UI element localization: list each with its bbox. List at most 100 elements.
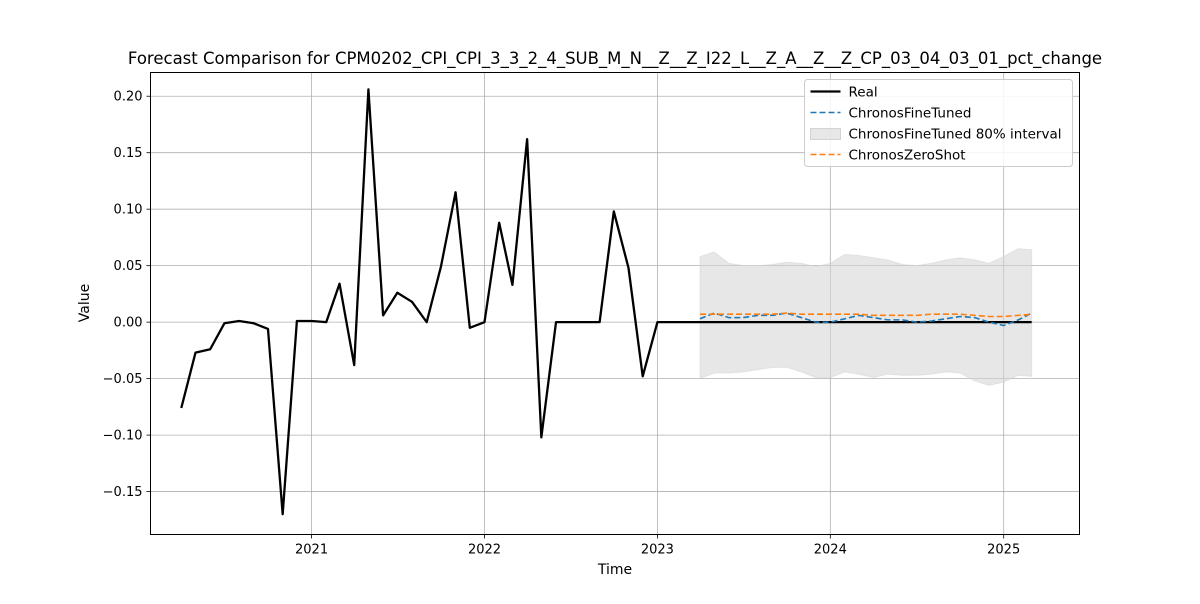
legend: Real ChronosFineTuned ChronosFineTuned 80%… bbox=[804, 79, 1073, 167]
series-chronosfinetuned-point bbox=[829, 321, 831, 323]
series-real-point bbox=[800, 321, 802, 323]
legend-label-chronosfinetuned: ChronosFineTuned bbox=[849, 106, 972, 122]
series-real-point bbox=[353, 364, 355, 366]
series-chronoszeroshot-point bbox=[915, 314, 917, 316]
plot-frame bbox=[150, 72, 1080, 535]
series-real-point bbox=[396, 292, 398, 294]
series-real-point bbox=[1017, 321, 1019, 323]
series-chronoszeroshot-point bbox=[786, 312, 788, 314]
series-chronosfinetuned-point bbox=[945, 318, 947, 320]
x-tick-label: 2021 bbox=[295, 543, 328, 558]
series-chronoszeroshot-point bbox=[1003, 315, 1005, 317]
series-real-point bbox=[338, 283, 340, 285]
legend-label-real: Real bbox=[849, 85, 878, 101]
series-chronoszeroshot-point bbox=[757, 313, 759, 315]
series-chronosfinetuned-point bbox=[742, 316, 744, 318]
series-real-point bbox=[569, 321, 571, 323]
series-chronoszeroshot-point bbox=[945, 313, 947, 315]
series-chronoszeroshot-point bbox=[858, 313, 860, 315]
series-chronoszeroshot-point bbox=[699, 313, 701, 315]
y-tick-label: 0.00 bbox=[114, 316, 143, 331]
series-real-point bbox=[771, 321, 773, 323]
series-chronoszeroshot-point bbox=[829, 313, 831, 315]
chart-title: Forecast Comparison for CPM0202_CPI_CPI_… bbox=[128, 49, 1102, 69]
series-chronoszeroshot-point bbox=[886, 314, 888, 316]
series-real-point bbox=[1030, 321, 1032, 323]
series-real-point bbox=[411, 301, 413, 303]
series-real-line bbox=[180, 88, 1032, 516]
series-real-point bbox=[469, 327, 471, 329]
series-real-point bbox=[671, 321, 673, 323]
series-chronoszeroshot-point bbox=[713, 313, 715, 315]
series-chronoszeroshot-point bbox=[742, 313, 744, 315]
series-chronosfinetuned-point bbox=[1017, 319, 1019, 321]
series-real-point bbox=[325, 321, 327, 323]
y-tick-label: −0.15 bbox=[103, 485, 143, 500]
y-tick-label: 0.10 bbox=[114, 203, 143, 218]
x-tick-label: 2023 bbox=[641, 543, 674, 558]
series-real-point bbox=[656, 321, 658, 323]
series-real-point bbox=[267, 328, 269, 330]
series-real-point bbox=[642, 375, 644, 377]
series-chronosfinetuned-point bbox=[988, 321, 990, 323]
series-chronosfinetuned-point bbox=[800, 316, 802, 318]
series-real-point bbox=[598, 321, 600, 323]
series-real-point bbox=[699, 321, 701, 323]
series-real-point bbox=[454, 191, 456, 193]
series-real-point bbox=[945, 321, 947, 323]
series-chronosfinetuned-line bbox=[699, 312, 1033, 327]
series-chronoszeroshot-point bbox=[728, 313, 730, 315]
y-tick-label: 0.20 bbox=[114, 90, 143, 105]
series-real-point bbox=[858, 321, 860, 323]
series-chronosfinetuned-point bbox=[915, 321, 917, 323]
series-chronoszeroshot-point bbox=[930, 313, 932, 315]
series-real-point bbox=[253, 322, 255, 324]
series-real-point bbox=[728, 321, 730, 323]
y-axis-label: Value bbox=[77, 284, 93, 322]
series-chronosfinetuned-point bbox=[1003, 324, 1005, 326]
series-real-point bbox=[511, 284, 513, 286]
y-axis: −0.15 −0.10 −0.05 0.00 0.05 0.10 0.15 0.20 bbox=[103, 90, 151, 500]
y-tick-label: −0.05 bbox=[103, 372, 143, 387]
series-real-point bbox=[1003, 321, 1005, 323]
series-real-point bbox=[540, 436, 542, 438]
series-chronosfinetuned-point bbox=[974, 316, 976, 318]
series-real-point bbox=[786, 321, 788, 323]
series-chronoszeroshot-point bbox=[814, 313, 816, 315]
series-real-point bbox=[757, 321, 759, 323]
series-real-point bbox=[627, 267, 629, 269]
legend-label-chronosfinetuned-80-interval: ChronosFineTuned 80% interval bbox=[849, 127, 1062, 143]
series-real-point bbox=[382, 314, 384, 316]
series-real-point bbox=[425, 321, 427, 323]
series-chronoszeroshot-point bbox=[771, 313, 773, 315]
series-chronosfinetuned-point bbox=[844, 318, 846, 320]
series-real-point bbox=[584, 321, 586, 323]
series-real-point bbox=[555, 321, 557, 323]
series-chronosfinetuned-point bbox=[901, 319, 903, 321]
series-real-point bbox=[498, 222, 500, 224]
series-chronosfinetuned-point bbox=[930, 320, 932, 322]
series-chronoszeroshot-line bbox=[700, 312, 1032, 318]
x-tick-label: 2022 bbox=[468, 543, 501, 558]
series-layer bbox=[180, 88, 1033, 516]
series-chronoszeroshot-point bbox=[959, 313, 961, 315]
series-real-point bbox=[483, 321, 485, 323]
series-chronoszeroshot-point bbox=[988, 315, 990, 317]
band-layer bbox=[699, 248, 1033, 386]
series-chronoszeroshot-point bbox=[974, 314, 976, 316]
series-real-point bbox=[742, 321, 744, 323]
y-tick-label: −0.10 bbox=[103, 429, 143, 444]
series-chronosfinetuned-point bbox=[728, 316, 730, 318]
series-real-point bbox=[296, 320, 298, 322]
series-real-point bbox=[209, 348, 211, 350]
x-axis-label: Time bbox=[597, 562, 632, 578]
series-real-point bbox=[194, 351, 196, 353]
series-chronoszeroshot-point bbox=[844, 313, 846, 315]
x-tick-label: 2024 bbox=[814, 543, 847, 558]
y-tick-label: 0.15 bbox=[114, 146, 143, 161]
series-chronosfinetuned-point bbox=[699, 318, 701, 320]
series-real-point bbox=[974, 321, 976, 323]
series-chronoszeroshot-point bbox=[901, 314, 903, 316]
